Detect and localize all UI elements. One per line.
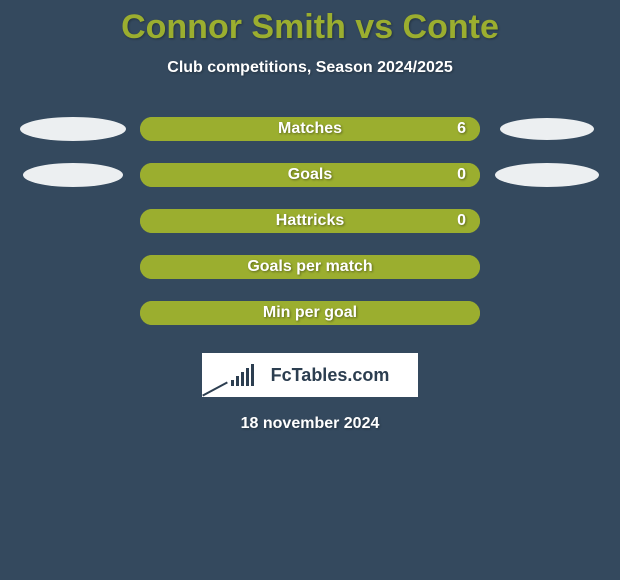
player2-ellipse xyxy=(500,118,594,140)
right-ellipse-slot xyxy=(492,117,602,141)
stat-label: Goals xyxy=(288,166,332,184)
stat-value: 0 xyxy=(457,166,466,184)
stat-row: Min per goal xyxy=(0,301,620,325)
right-ellipse-slot xyxy=(492,301,602,325)
stat-row: Goals per match xyxy=(0,255,620,279)
left-ellipse-slot xyxy=(18,117,128,141)
logo-text: FcTables.com xyxy=(271,365,390,386)
stat-label: Min per goal xyxy=(263,304,357,322)
right-ellipse-slot xyxy=(492,255,602,279)
stat-row: Goals 0 xyxy=(0,163,620,187)
stat-bar: Hattricks 0 xyxy=(140,209,480,233)
stat-rows: Matches 6 Goals 0 Hattricks 0 Goals per match M… xyxy=(0,117,620,325)
stat-bar: Matches 6 xyxy=(140,117,480,141)
left-ellipse-slot xyxy=(18,209,128,233)
stat-row: Matches 6 xyxy=(0,117,620,141)
stat-label: Matches xyxy=(278,120,342,138)
logo-box: FcTables.com xyxy=(202,353,418,397)
right-ellipse-slot xyxy=(492,209,602,233)
left-ellipse-slot xyxy=(18,301,128,325)
left-ellipse-slot xyxy=(18,163,128,187)
date-label: 18 november 2024 xyxy=(0,415,620,433)
stat-label: Hattricks xyxy=(276,212,344,230)
page-title: Connor Smith vs Conte xyxy=(0,8,620,47)
player1-ellipse xyxy=(23,163,123,187)
comparison-infographic: Connor Smith vs Conte Club competitions,… xyxy=(0,0,620,433)
player2-ellipse xyxy=(495,163,599,187)
right-ellipse-slot xyxy=(492,163,602,187)
stat-bar: Goals 0 xyxy=(140,163,480,187)
left-ellipse-slot xyxy=(18,255,128,279)
stat-value: 0 xyxy=(457,212,466,230)
stat-bar: Min per goal xyxy=(140,301,480,325)
stat-label: Goals per match xyxy=(247,258,372,276)
stat-bar: Goals per match xyxy=(140,255,480,279)
subtitle: Club competitions, Season 2024/2025 xyxy=(0,59,620,77)
logo-icon xyxy=(231,364,265,386)
player1-ellipse xyxy=(20,117,126,141)
stat-value: 6 xyxy=(457,120,466,138)
stat-row: Hattricks 0 xyxy=(0,209,620,233)
